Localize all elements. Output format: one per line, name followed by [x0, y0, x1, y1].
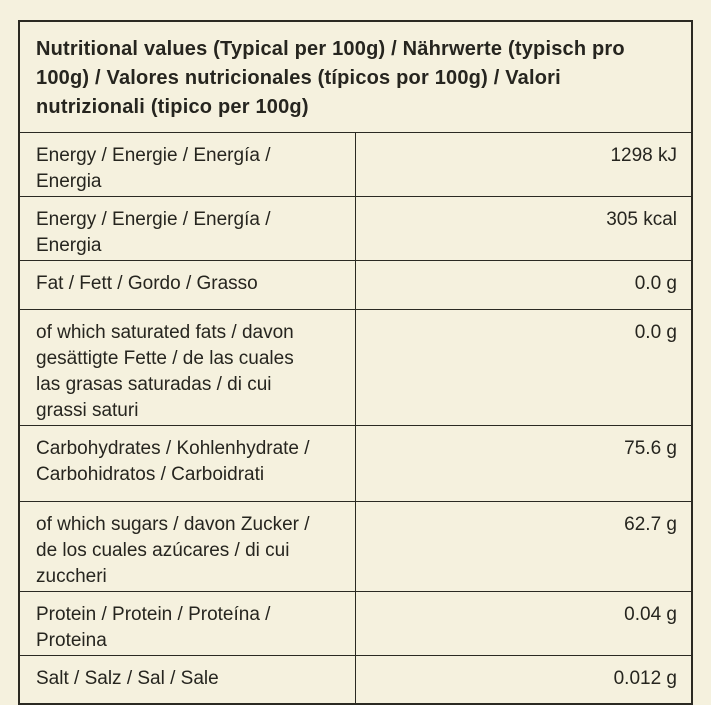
nutrient-label: of which sugars / davon Zucker / de los … — [18, 501, 356, 592]
table-row: Protein / Protein / Proteína / Proteina … — [18, 591, 693, 656]
page-background: { "colors": { "background": "#f5f1de", "… — [18, 20, 693, 705]
nutrient-label: Energy / Energie / Energía / Energia — [18, 196, 356, 261]
nutrient-value: 0.04 g — [355, 591, 693, 656]
table-row: Energy / Energie / Energía / Energia 129… — [18, 132, 693, 197]
nutrient-label: Carbohydrates / Kohlenhydrate / Carbohid… — [18, 425, 356, 502]
table-row: of which sugars / davon Zucker / de los … — [18, 501, 693, 592]
nutrient-label: Salt / Salz / Sal / Sale — [18, 655, 356, 704]
nutrient-value: 75.6 g — [355, 425, 693, 502]
nutrient-value: 1298 kJ — [355, 132, 693, 197]
table-row: Fat / Fett / Gordo / Grasso 0.0 g — [18, 260, 693, 310]
table-row: of which saturated fats / davon gesättig… — [18, 309, 693, 426]
nutrient-label: Fat / Fett / Gordo / Grasso — [18, 260, 356, 310]
nutrient-value: 0.012 g — [355, 655, 693, 704]
nutrient-value: 62.7 g — [355, 501, 693, 592]
table-row: Salt / Salz / Sal / Sale 0.012 g — [18, 655, 693, 704]
table-body: Energy / Energie / Energía / Energia 129… — [18, 132, 693, 704]
nutrient-label: Protein / Protein / Proteína / Proteina — [18, 591, 356, 656]
nutrient-value: 0.0 g — [355, 260, 693, 310]
nutrition-table: Nutritional values (Typical per 100g) / … — [18, 20, 693, 705]
nutrient-label: Energy / Energie / Energía / Energia — [18, 132, 356, 197]
header-row: Nutritional values (Typical per 100g) / … — [18, 20, 693, 133]
nutrient-value: 305 kcal — [355, 196, 693, 261]
table-row: Carbohydrates / Kohlenhydrate / Carbohid… — [18, 425, 693, 502]
nutrient-value: 0.0 g — [355, 309, 693, 426]
table-title: Nutritional values (Typical per 100g) / … — [18, 20, 693, 133]
nutrient-label: of which saturated fats / davon gesättig… — [18, 309, 356, 426]
table-row: Energy / Energie / Energía / Energia 305… — [18, 196, 693, 261]
nutrition-table-head: Nutritional values (Typical per 100g) / … — [18, 20, 693, 133]
